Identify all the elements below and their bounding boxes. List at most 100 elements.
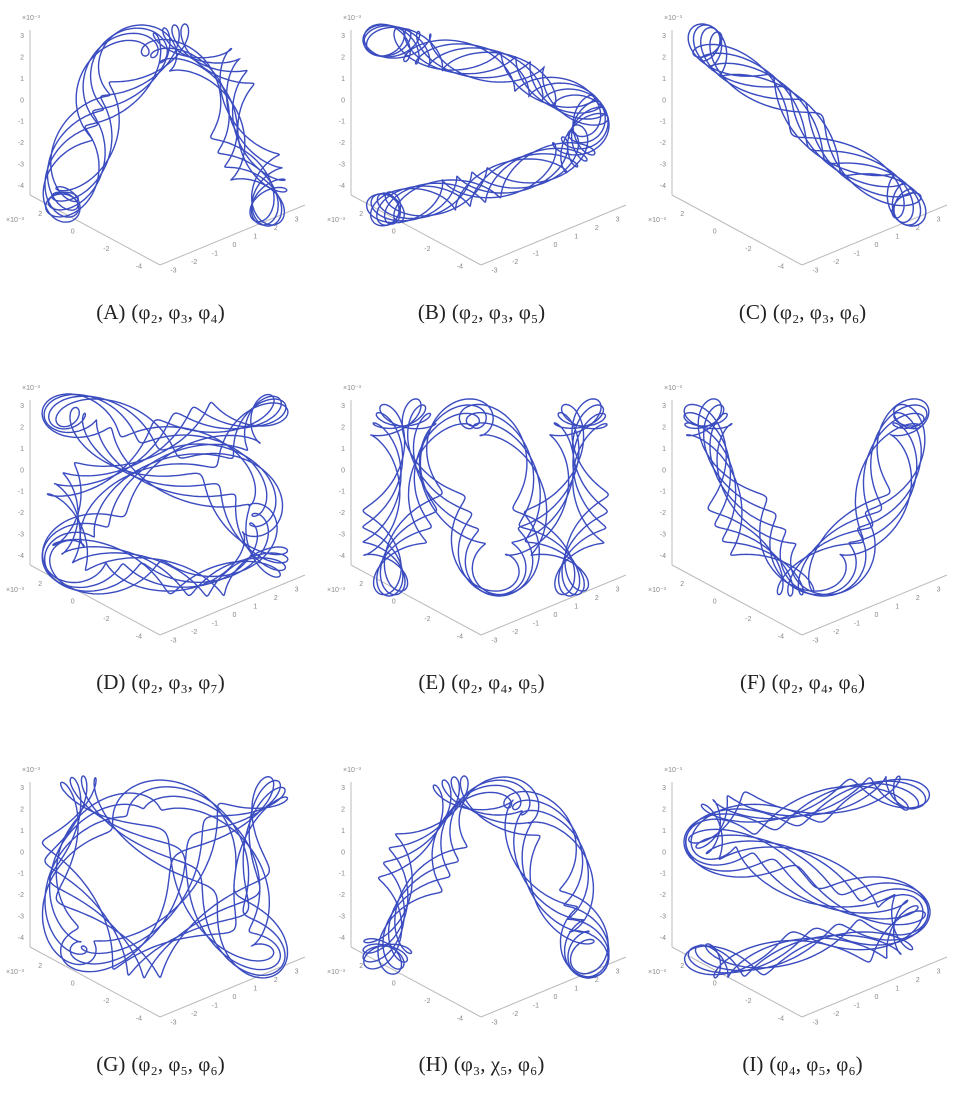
z-tick-label: -2 (18, 892, 24, 899)
x-tick-label: -4 (778, 263, 784, 270)
y-tick-label: 0 (233, 994, 237, 1001)
z-tick-label: 0 (20, 97, 24, 104)
z-tick-label: 2 (341, 424, 345, 431)
z-tick-label: -3 (339, 162, 345, 169)
caption-label: (E) (418, 670, 445, 694)
curve (43, 24, 287, 222)
curve (45, 25, 285, 225)
y-tick-label: 2 (916, 977, 920, 984)
x-tick-label: -2 (103, 998, 109, 1005)
caption-label: (F) (740, 670, 766, 694)
caption: (F)(φ₂, φ₄, φ₆) (642, 670, 963, 695)
z-tick-label: 2 (341, 54, 345, 61)
x-tick-label: -4 (457, 263, 463, 270)
z-tick-label: -4 (18, 553, 24, 560)
caption-text: (φ₂, φ₄, φ₆) (772, 670, 865, 694)
z-tick-label: -2 (660, 510, 666, 517)
curve (686, 778, 928, 976)
axis-line (672, 195, 802, 265)
z-tick-label: -1 (339, 489, 345, 496)
y-tick-label: 1 (574, 233, 578, 240)
z-tick-label: 0 (20, 849, 24, 856)
panel: ×10⁻³3210-1-2-3-420-2-4×10⁻³-3-2-10123(F… (642, 370, 963, 730)
x-tick-label: 2 (38, 963, 42, 970)
x-tick-label: 0 (71, 598, 75, 605)
y-tick-label: -1 (212, 1003, 218, 1010)
y-tick-label: -3 (491, 638, 497, 645)
axis-scale: ×10⁻³ (664, 385, 683, 392)
x-scale: ×10⁻³ (6, 217, 25, 224)
y-tick-label: 2 (595, 977, 599, 984)
z-tick-label: 3 (662, 785, 666, 792)
panel: ×10⁻³3210-1-2-3-420-2-4×10⁻³-3-2-10123(G… (0, 752, 321, 1112)
y-tick-label: -1 (212, 621, 218, 628)
x-tick-label: 0 (392, 980, 396, 987)
curve (685, 405, 927, 595)
z-tick-label: -3 (18, 914, 24, 921)
y-tick-label: -3 (491, 1020, 497, 1027)
y-tick-label: -1 (533, 621, 539, 628)
z-tick-label: -4 (339, 183, 345, 190)
z-tick-label: 1 (662, 76, 666, 83)
caption-label: (A) (96, 300, 125, 324)
z-tick-label: -4 (339, 935, 345, 942)
y-tick-label: -1 (854, 621, 860, 628)
z-tick-label: 3 (341, 33, 345, 40)
curve (700, 28, 914, 223)
z-tick-label: -2 (339, 140, 345, 147)
y-tick-label: 3 (937, 216, 941, 223)
axis-scale: ×10⁻³ (664, 767, 683, 774)
caption: (H)(φ₃, χ₅, φ₆) (321, 1052, 642, 1077)
z-tick-label: -3 (339, 914, 345, 921)
y-tick-label: 3 (937, 586, 941, 593)
x-tick-label: 0 (713, 598, 717, 605)
z-tick-label: -3 (18, 532, 24, 539)
y-tick-label: 1 (895, 603, 899, 610)
x-tick-label: 0 (71, 980, 75, 987)
z-tick-label: -2 (660, 892, 666, 899)
y-tick-label: 0 (875, 242, 879, 249)
axis-line (351, 947, 481, 1017)
y-tick-label: 1 (253, 233, 257, 240)
z-tick-label: -4 (660, 553, 666, 560)
z-tick-label: -3 (339, 532, 345, 539)
axis-line (481, 575, 626, 635)
z-tick-label: 3 (662, 33, 666, 40)
z-tick-label: 2 (20, 806, 24, 813)
caption-label: (B) (418, 300, 446, 324)
caption: (B)(φ₂, φ₃, φ₅) (321, 300, 642, 325)
y-tick-label: -1 (212, 251, 218, 258)
caption-label: (C) (739, 300, 767, 324)
z-tick-label: -1 (339, 871, 345, 878)
y-tick-label: -3 (170, 638, 176, 645)
z-tick-label: 1 (341, 446, 345, 453)
curve (363, 777, 609, 977)
figure: ×10⁻³ 3 2 1 0 -1 -2 -3 -4 2 0 -2 -4 ×10⁻³ -3 -2 -1 0 1 2 3 (A… (0, 0, 963, 1103)
caption-text: (φ₃, χ₅, φ₆) (454, 1052, 545, 1076)
z-tick-label: -4 (660, 183, 666, 190)
panel: ×10⁻³3210-1-2-3-420-2-4×10⁻³-3-2-10123(I… (642, 752, 963, 1112)
y-tick-label: 3 (295, 216, 299, 223)
y-tick-label: 0 (554, 612, 558, 619)
x-tick-label: 0 (71, 228, 75, 235)
y-tick-label: 0 (233, 242, 237, 249)
z-tick-label: 3 (662, 403, 666, 410)
z-tick-label: 1 (20, 828, 24, 835)
y-tick-label: 0 (233, 612, 237, 619)
x-tick-label: -2 (424, 246, 430, 253)
z-tick-label: 0 (662, 849, 666, 856)
caption-text: (φ₂, φ₃, φ₇) (131, 670, 224, 694)
plot: ×10⁻³3210-1-2-3-420-2-4×10⁻³-3-2-10123 (321, 0, 642, 295)
axis-line (160, 205, 305, 265)
y-tick-label: 2 (274, 595, 278, 602)
y-tick-label: -2 (512, 1011, 518, 1018)
curve (694, 25, 921, 225)
x-tick-label: 2 (38, 581, 42, 588)
caption-text: (φ₂, φ₃, φ₄) (131, 300, 224, 324)
x-scale: ×10⁻³ (327, 217, 346, 224)
curve (688, 24, 926, 226)
